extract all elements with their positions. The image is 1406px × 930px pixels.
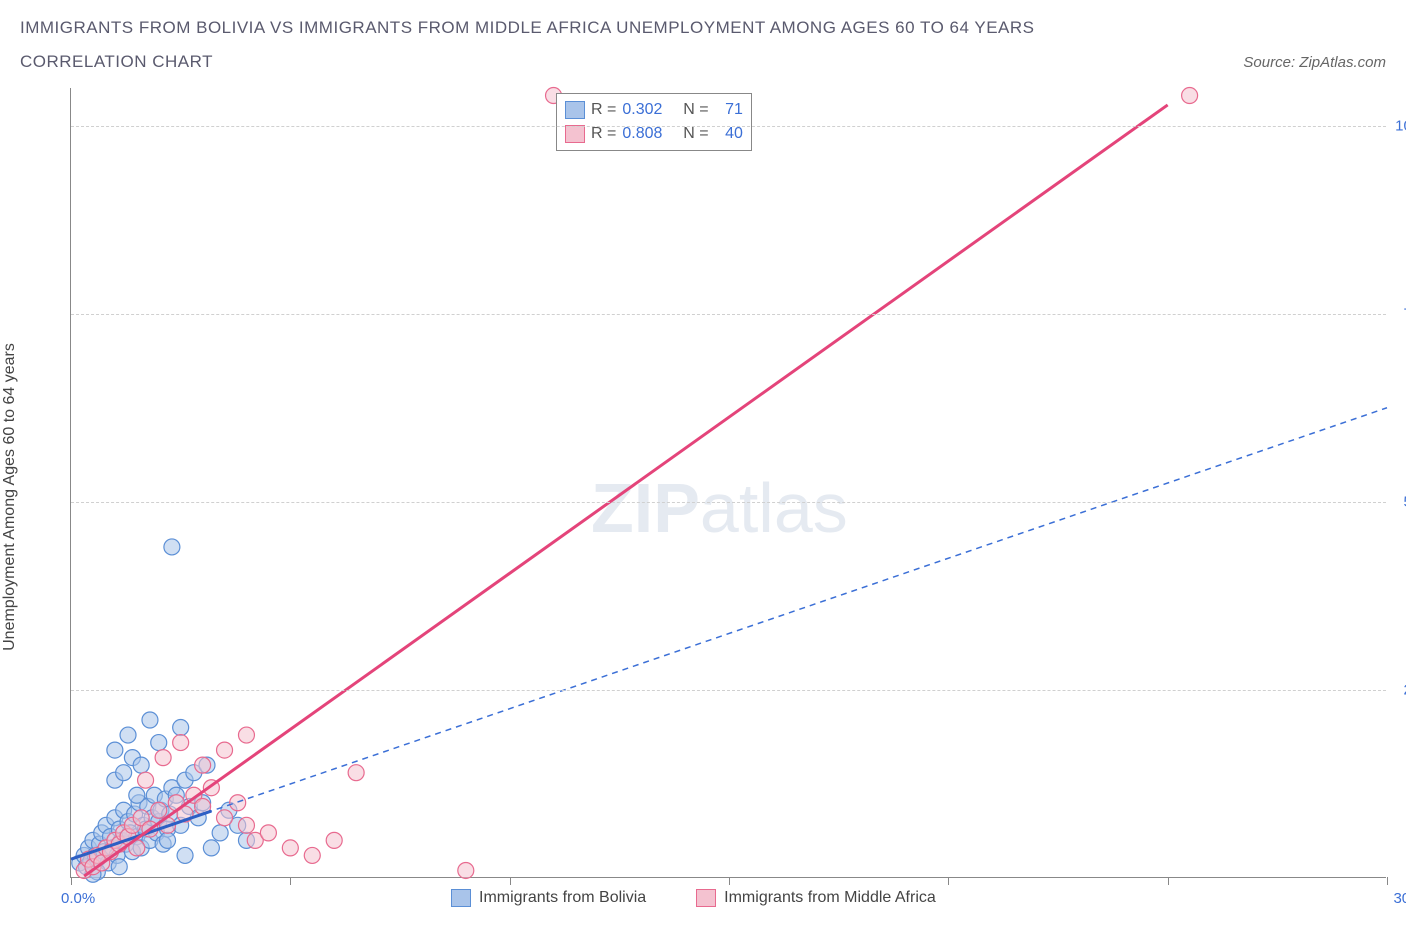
stat-r-value-bolivia: 0.302 xyxy=(622,101,662,119)
x-tick xyxy=(71,877,72,885)
stat-n-label: N = xyxy=(683,125,708,143)
legend-label: Immigrants from Bolivia xyxy=(479,889,646,907)
stat-r-value-africa: 0.808 xyxy=(622,125,662,143)
gridline xyxy=(71,502,1386,503)
x-tick xyxy=(290,877,291,885)
chart-title: IMMIGRANTS FROM BOLIVIA VS IMMIGRANTS FR… xyxy=(20,18,1386,38)
stats-row-bolivia: R = 0.302 N = 71 xyxy=(565,98,743,122)
stat-n-label: N = xyxy=(683,101,708,119)
stats-legend-box: R = 0.302 N = 71 R = 0.808 N = 40 xyxy=(556,93,752,151)
swatch-bolivia xyxy=(565,101,585,119)
legend-label: Immigrants from Middle Africa xyxy=(724,889,936,907)
legend-item-bolivia: Immigrants from Bolivia xyxy=(451,889,646,907)
swatch-africa xyxy=(696,889,716,907)
scatter-svg xyxy=(71,88,1387,878)
y-axis-label: Unemployment Among Ages 60 to 64 years xyxy=(1,343,19,651)
stat-r-label: R = xyxy=(591,125,616,143)
x-tick xyxy=(510,877,511,885)
x-axis-min-label: 0.0% xyxy=(61,890,95,907)
legend-item-africa: Immigrants from Middle Africa xyxy=(696,889,936,907)
chart-header: IMMIGRANTS FROM BOLIVIA VS IMMIGRANTS FR… xyxy=(0,0,1406,72)
chart-subtitle: CORRELATION CHART xyxy=(20,52,213,72)
x-tick xyxy=(948,877,949,885)
plot-area: ZIPatlas R = 0.302 N = 71 R = 0.808 N = … xyxy=(70,88,1386,878)
gridline xyxy=(71,314,1386,315)
x-tick xyxy=(1168,877,1169,885)
y-tick-label: 100.0% xyxy=(1395,117,1406,134)
swatch-africa xyxy=(565,125,585,143)
stat-r-label: R = xyxy=(591,101,616,119)
stat-n-value-bolivia: 71 xyxy=(725,101,743,119)
source-attribution: Source: ZipAtlas.com xyxy=(1243,54,1386,71)
x-axis-max-label: 30.0% xyxy=(1393,890,1406,907)
chart-container: Unemployment Among Ages 60 to 64 years Z… xyxy=(20,88,1386,908)
swatch-bolivia xyxy=(451,889,471,907)
stat-n-value-africa: 40 xyxy=(725,125,743,143)
x-tick xyxy=(1387,877,1388,885)
bottom-legend: Immigrants from Bolivia Immigrants from … xyxy=(451,889,936,907)
gridline xyxy=(71,126,1386,127)
gridline xyxy=(71,690,1386,691)
x-tick xyxy=(729,877,730,885)
